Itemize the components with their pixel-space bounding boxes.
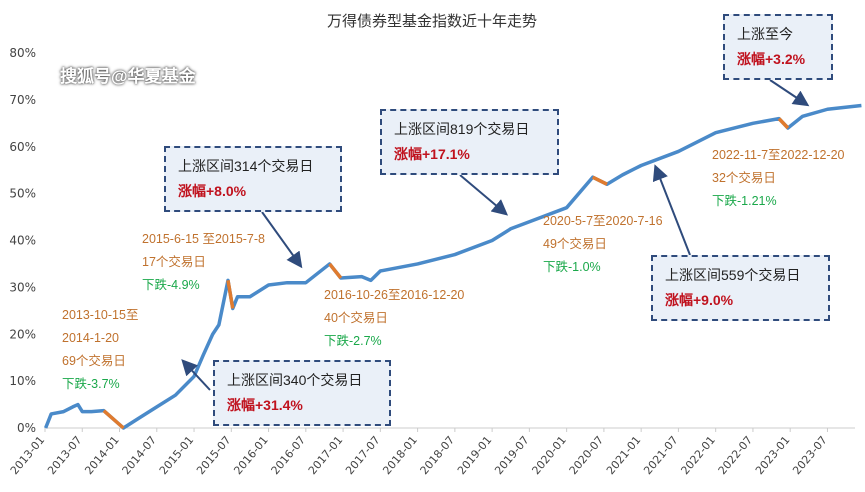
x-tick-label: 2019-01: [455, 434, 495, 478]
x-tick-label: 2017-01: [306, 434, 346, 478]
drawdown-change: 下跌-3.7%: [62, 377, 120, 391]
x-tick-label: 2017-07: [343, 434, 383, 478]
drawdown-change: 下跌-1.0%: [543, 260, 601, 274]
x-tick-label: 2019-07: [492, 434, 532, 478]
annotation-arrow: [652, 164, 691, 256]
annotation-arrow: [459, 174, 509, 216]
rally-label: 上涨区间559个交易日: [665, 267, 801, 283]
drawdown-segment: [591, 175, 608, 186]
drawdown-range: 2014-1-20: [62, 331, 119, 345]
drawdown-change: 下跌-4.9%: [142, 278, 200, 292]
series: [43, 103, 862, 430]
drawdown-segment: [226, 280, 235, 309]
x-tick-label: 2016-07: [269, 434, 309, 478]
y-axis: 0% 10% 20% 30% 40% 50% 60% 70% 80%: [9, 46, 36, 435]
annotation-arrow: [261, 211, 303, 269]
rally-box-4: 上涨区间559个交易日 涨幅+9.0%: [651, 255, 830, 321]
x-axis: 2013-012013-072014-012014-072015-012015-…: [8, 427, 855, 478]
rally-label: 上涨区间340个交易日: [227, 372, 363, 388]
rally-gain: 涨幅+9.0%: [665, 292, 734, 308]
y-tick-label: 20%: [9, 327, 36, 341]
x-tick-label: 2023-01: [753, 434, 793, 478]
drawdown-range: 2015-6-15 至2015-7-8: [142, 232, 265, 246]
watermark: 搜狐号@华夏基金: [60, 67, 196, 86]
x-tick-label: 2013-07: [45, 434, 85, 478]
y-tick-label: 0%: [17, 421, 36, 435]
x-tick-label: 2013-01: [8, 434, 48, 478]
drawdown-segment: [328, 262, 343, 280]
rally-box-2: 上涨区间314个交易日 涨幅+8.0%: [164, 146, 342, 212]
x-tick-label: 2015-07: [194, 434, 234, 478]
annotation-arrow: [769, 79, 810, 107]
drawdown-note-1: 2013-10-15至 2014-1-20 69个交易日 下跌-3.7%: [62, 304, 138, 396]
rally-gain: 涨幅+31.4%: [227, 397, 303, 413]
drawdown-range: 2020-5-7至2020-7-16: [543, 214, 663, 228]
rally-label: 上涨区间819个交易日: [394, 121, 530, 137]
y-tick-label: 10%: [9, 374, 36, 388]
drawdown-change: 下跌-2.7%: [324, 334, 382, 348]
y-tick-label: 30%: [9, 280, 36, 294]
x-tick-label: 2022-01: [678, 434, 718, 478]
drawdown-days: 32个交易日: [712, 171, 776, 185]
rally-box-3: 上涨区间819个交易日 涨幅+17.1%: [380, 109, 559, 175]
rally-label: 上涨至今: [737, 26, 793, 42]
rally-gain: 涨幅+17.1%: [394, 146, 470, 162]
x-tick-label: 2021-01: [604, 434, 644, 478]
x-tick-label: 2015-01: [157, 434, 197, 478]
drawdown-segment: [777, 117, 790, 130]
y-tick-label: 80%: [9, 46, 36, 60]
rally-gain: 涨幅+8.0%: [178, 183, 247, 199]
x-tick-label: 2014-07: [120, 434, 160, 478]
drawdown-days: 69个交易日: [62, 354, 126, 368]
y-tick-label: 60%: [9, 140, 36, 154]
rally-gain: 涨幅+3.2%: [737, 51, 806, 67]
rally-box-1: 上涨区间340个交易日 涨幅+31.4%: [213, 360, 391, 426]
drawdown-change: 下跌-1.21%: [712, 194, 777, 208]
drawdown-note-2: 2015-6-15 至2015-7-8 17个交易日 下跌-4.9%: [142, 228, 265, 297]
arrows: [181, 79, 810, 391]
y-tick-label: 40%: [9, 234, 36, 248]
x-tick-label: 2020-01: [529, 434, 569, 478]
x-tick-label: 2022-07: [716, 434, 756, 478]
drawdown-range: 2022-11-7至2022-12-20: [712, 148, 845, 162]
drawdown-note-3: 2016-10-26至2016-12-20 40个交易日 下跌-2.7%: [324, 284, 464, 353]
x-tick-label: 2018-07: [418, 434, 458, 478]
drawdown-range: 2016-10-26至2016-12-20: [324, 288, 465, 302]
x-tick-label: 2020-07: [567, 434, 607, 478]
x-tick-label: 2016-01: [231, 434, 271, 478]
drawdown-range: 2013-10-15至: [62, 308, 139, 322]
x-tick-label: 2023-07: [790, 434, 830, 478]
drawdown-segment: [102, 409, 125, 430]
y-tick-label: 70%: [9, 93, 36, 107]
rally-box-5: 上涨至今 涨幅+3.2%: [723, 14, 833, 80]
x-tick-label: 2014-01: [82, 434, 122, 478]
x-tick-label: 2018-01: [380, 434, 420, 478]
drawdown-note-5: 2022-11-7至2022-12-20 32个交易日 下跌-1.21%: [712, 144, 845, 213]
drawdown-days: 40个交易日: [324, 311, 388, 325]
drawdown-note-4: 2020-5-7至2020-7-16 49个交易日 下跌-1.0%: [543, 210, 663, 279]
rally-label: 上涨区间314个交易日: [178, 158, 314, 174]
x-tick-label: 2021-07: [641, 434, 681, 478]
annotation-arrow: [181, 359, 211, 391]
drawdown-days: 49个交易日: [543, 237, 607, 251]
chart-title: 万得债券型基金指数近十年走势: [327, 12, 537, 30]
y-tick-label: 50%: [9, 187, 36, 201]
drawdown-days: 17个交易日: [142, 255, 206, 269]
